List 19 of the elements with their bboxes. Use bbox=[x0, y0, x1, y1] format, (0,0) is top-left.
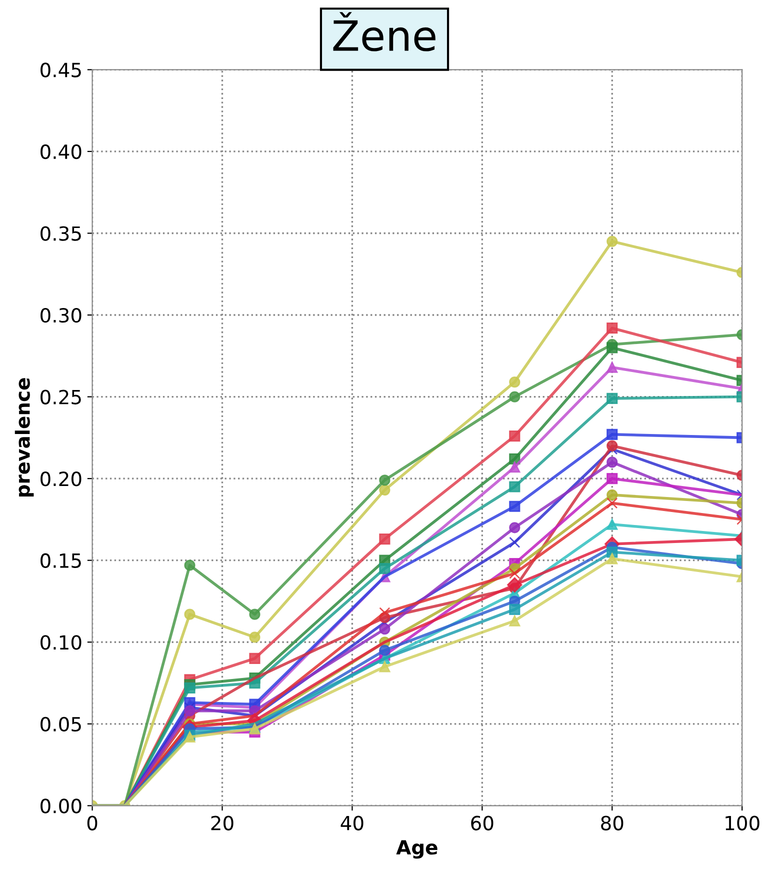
x-tick-label: 100 bbox=[726, 816, 760, 830]
y-tick-label: 0.05 bbox=[40, 716, 81, 732]
y-tick-label: 0.00 bbox=[40, 798, 82, 814]
y-tick-label: 0.20 bbox=[40, 472, 82, 486]
y-tick-label: 0.25 bbox=[40, 390, 81, 404]
y-axis-title: prevalence bbox=[14, 378, 34, 496]
x-axis-title: Age bbox=[396, 840, 438, 859]
y-tick-label: 0.15 bbox=[40, 553, 81, 568]
x-tick-label: 40 bbox=[340, 816, 364, 830]
y-tick-label: 0.40 bbox=[40, 144, 82, 160]
y-tick-label: 0.35 bbox=[40, 226, 81, 241]
y-tick-label: 0.45 bbox=[40, 62, 81, 78]
chart-title: Žene bbox=[333, 12, 436, 52]
x-tick-label: 0 bbox=[87, 816, 98, 830]
y-tick-label: 0.10 bbox=[40, 635, 82, 650]
y-tick-label: 0.30 bbox=[40, 308, 82, 323]
x-tick-label: 20 bbox=[211, 816, 234, 830]
x-tick-label: 80 bbox=[601, 816, 624, 830]
x-tick-label: 60 bbox=[471, 816, 494, 830]
